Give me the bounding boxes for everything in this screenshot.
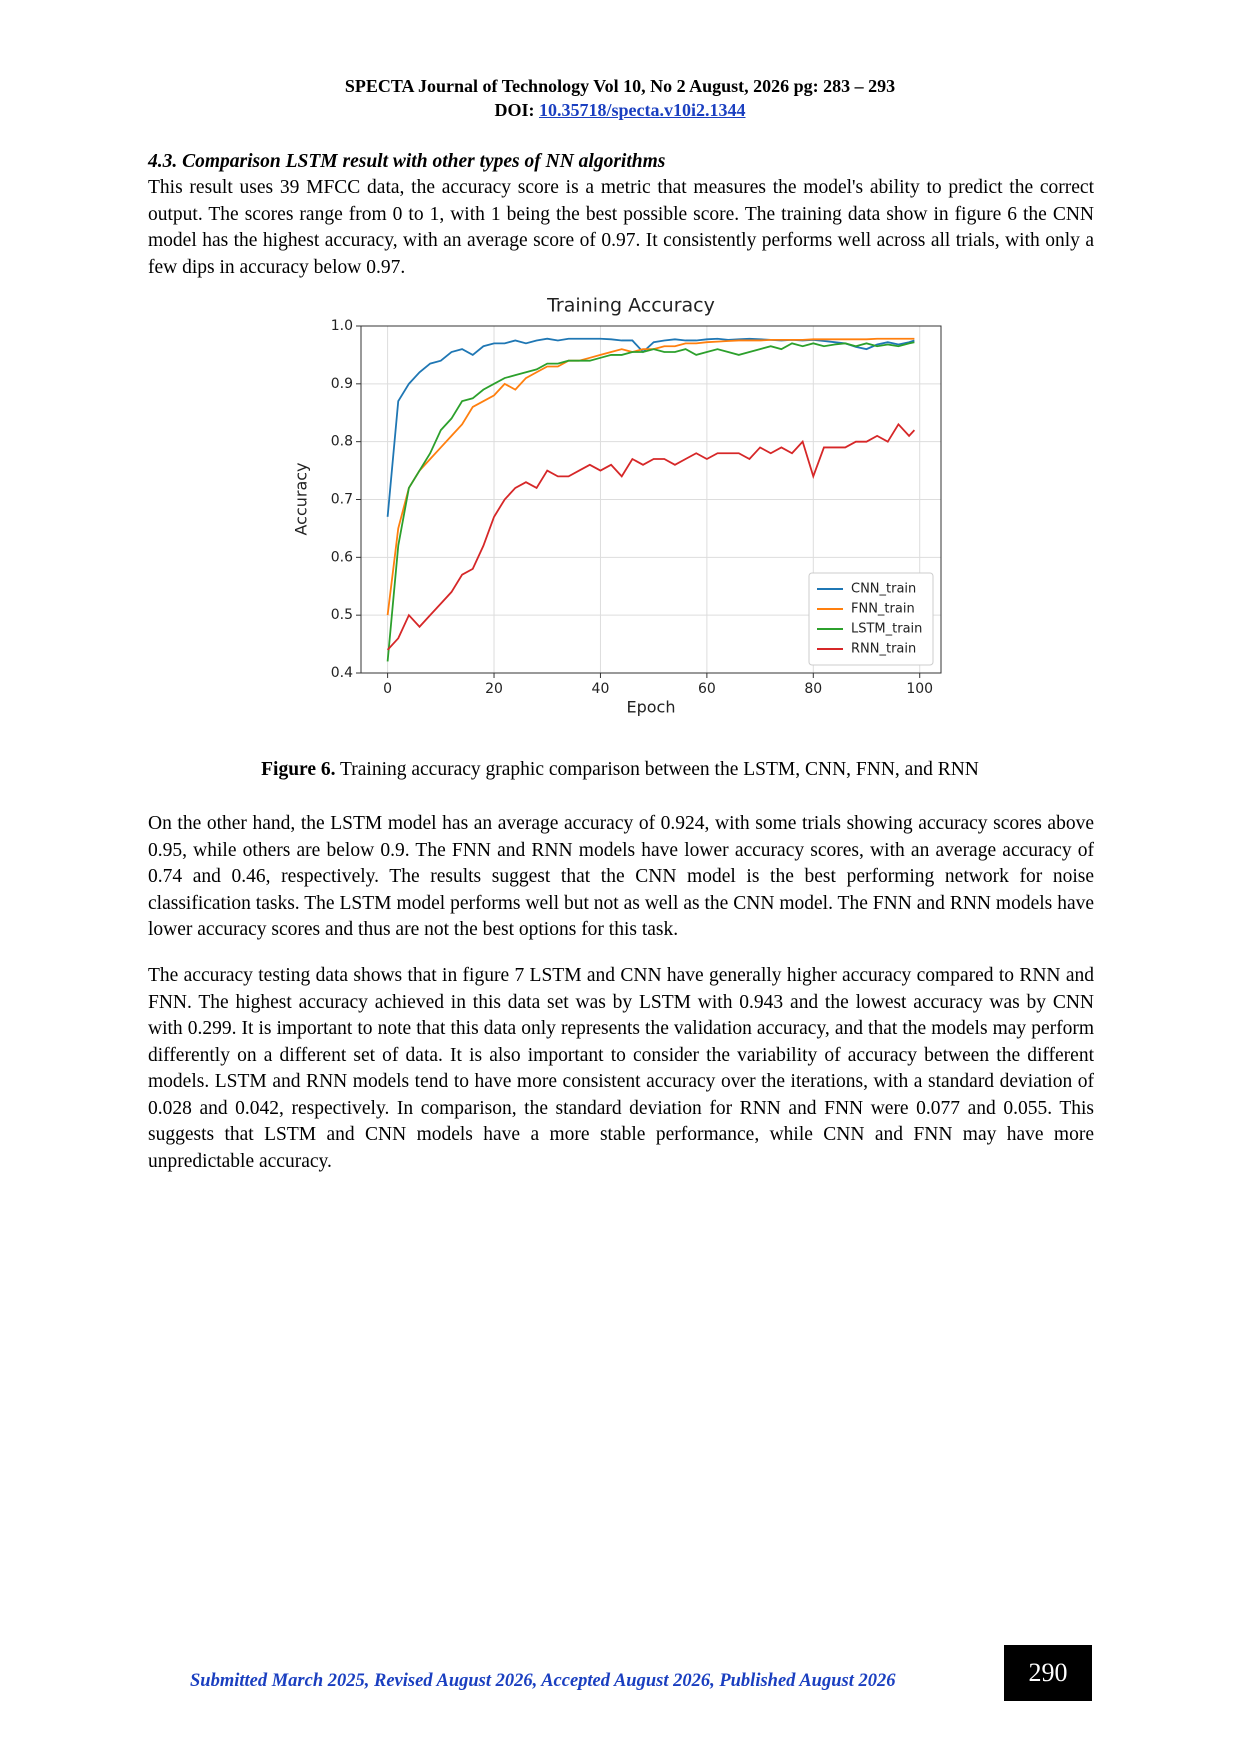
y-tick-label: 0.6 (331, 549, 353, 565)
paragraph: The accuracy testing data shows that in … (148, 965, 1094, 1172)
figure-label: Figure 6. (261, 759, 336, 780)
paragraph: On the other hand, the LSTM model has an… (148, 813, 1094, 940)
paragraph: This result uses 39 MFCC data, the accur… (148, 177, 1094, 278)
x-axis-label: Epoch (627, 698, 676, 717)
doi-label: DOI: (494, 100, 535, 120)
legend-label: RNN_train (851, 642, 916, 657)
doi-line: DOI: 10.35718/specta.v10i2.1344 (0, 100, 1240, 121)
legend-label: LSTM_train (851, 622, 922, 637)
chart-title: Training Accuracy (546, 295, 715, 317)
section-number: 4.3. (148, 151, 178, 172)
y-tick-label: 0.9 (331, 376, 353, 392)
x-tick-label: 40 (592, 681, 610, 697)
y-tick-label: 0.7 (331, 492, 353, 508)
y-tick-label: 0.8 (331, 434, 353, 450)
series-line (386, 341, 915, 662)
legend-box (808, 572, 934, 666)
y-tick-label: 0.5 (331, 607, 353, 623)
section-heading: 4.3. Comparison LSTM result with other t… (148, 149, 1094, 176)
plot-frame (360, 325, 942, 674)
section-title: Comparison LSTM result with other types … (182, 151, 666, 172)
x-tick-label: 80 (804, 681, 822, 697)
y-axis-label: Accuracy (292, 462, 311, 535)
x-tick-label: 0 (383, 681, 392, 697)
series-line (386, 422, 916, 651)
legend-label: FNN_train (851, 602, 915, 617)
y-tick-label: 1.0 (331, 318, 353, 334)
series-line (386, 337, 915, 517)
submission-dates: Submitted March 2025, Revised August 202… (190, 1671, 896, 1691)
x-tick-label: 100 (906, 681, 933, 697)
doi-link[interactable]: 10.35718/specta.v10i2.1344 (539, 100, 746, 120)
caption-text: Training accuracy graphic comparison bet… (340, 759, 979, 780)
x-tick-label: 20 (485, 681, 503, 697)
chart: Training Accuracy Epoch Accuracy 0.4 0.5 0… (280, 290, 980, 730)
legend-label: CNN_train (851, 582, 916, 597)
figure-caption: Figure 6. Training accuracy graphic comp… (0, 759, 1240, 781)
page-number: 290 (1004, 1645, 1092, 1701)
y-tick-label: 0.4 (331, 665, 353, 681)
x-tick-label: 60 (698, 681, 716, 697)
journal-header: SPECTA Journal of Technology Vol 10, No … (344, 76, 896, 96)
